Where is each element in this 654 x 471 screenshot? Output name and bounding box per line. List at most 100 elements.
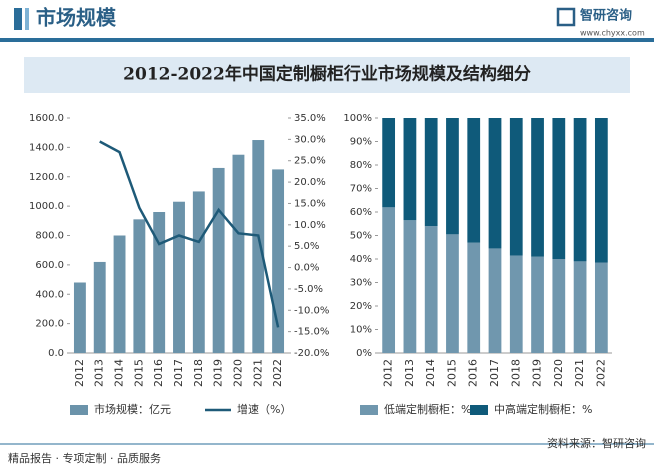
legend-label: 中高端定制橱柜：% — [494, 402, 592, 416]
x-tick-label: 2015 — [445, 359, 458, 387]
bar — [173, 201, 185, 353]
x-tick-label: 2020 — [552, 359, 565, 387]
y-tick-label: 10% — [350, 325, 372, 336]
bar-segment — [403, 118, 417, 221]
y2-tick-label: 10.0% — [294, 220, 326, 231]
y2-tick-label: 0.0% — [294, 263, 319, 274]
y-tick-label: 1000.0 — [29, 201, 64, 212]
bar-segment — [594, 262, 608, 353]
legend-label: 增速（%） — [237, 402, 291, 416]
y-tick-label: 90% — [350, 137, 372, 148]
y2-tick-label: 25.0% — [294, 156, 326, 167]
x-tick-label: 2014 — [113, 359, 126, 387]
y-tick-label: 600.0 — [35, 260, 64, 271]
y-tick-label: 70% — [350, 184, 372, 195]
y2-tick-label: -15.0% — [294, 327, 329, 338]
x-tick-label: 2020 — [231, 359, 244, 387]
bar-segment — [488, 118, 502, 249]
bar-segment — [467, 242, 481, 353]
y-tick-label: 100% — [343, 113, 372, 124]
bar — [73, 282, 86, 353]
bar-segment — [509, 118, 523, 256]
x-tick-label: 2017 — [488, 359, 501, 387]
y-tick-label: 20% — [350, 301, 372, 312]
footer-tagline: 精品报告 · 专项定制 · 品质服务 — [8, 451, 161, 465]
y-tick-label: 800.0 — [35, 231, 64, 242]
y-tick-label: 1200.0 — [29, 172, 64, 183]
y2-tick-label: 20.0% — [294, 177, 326, 188]
bar-segment — [424, 118, 438, 227]
y-tick-label: 30% — [350, 278, 372, 289]
bar — [252, 140, 265, 353]
x-tick-label: 2022 — [271, 359, 284, 387]
y2-tick-label: -10.0% — [294, 305, 329, 316]
bar-segment — [531, 256, 544, 353]
x-tick-label: 2013 — [403, 359, 416, 387]
bar-segment — [446, 234, 459, 353]
bar-segment — [382, 207, 396, 353]
footer-source: 资料来源：智研咨询 — [547, 436, 646, 450]
bar-segment — [509, 255, 523, 353]
legend-label: 市场规模：亿元 — [94, 402, 171, 416]
y-tick-label: 1600.0 — [29, 113, 64, 124]
bar-segment — [573, 118, 587, 262]
x-tick-label: 2019 — [531, 359, 544, 387]
bar-segment — [424, 226, 438, 353]
x-tick-label: 2018 — [192, 359, 205, 387]
bar-segment — [552, 118, 566, 259]
x-tick-label: 2012 — [73, 359, 86, 387]
x-tick-label: 2015 — [132, 359, 145, 387]
bar — [192, 191, 205, 353]
y-tick-label: 50% — [350, 231, 372, 242]
bar-segment — [382, 118, 396, 208]
bar-segment — [594, 118, 608, 263]
brand-url: www.chyxx.com — [580, 29, 645, 38]
x-tick-label: 2014 — [424, 359, 437, 387]
y-tick-label: 0.0 — [48, 348, 64, 359]
x-tick-label: 2016 — [467, 359, 480, 387]
x-tick-label: 2021 — [251, 359, 264, 387]
y-tick-label: 200.0 — [35, 319, 64, 330]
y2-tick-label: 15.0% — [294, 198, 326, 209]
x-tick-label: 2013 — [93, 359, 106, 387]
chart-title: 2012-2022年中国定制橱柜行业市场规模及结构细分 — [123, 64, 531, 85]
x-tick-label: 2017 — [172, 359, 185, 387]
bar — [153, 212, 166, 353]
x-tick-label: 2021 — [573, 359, 586, 387]
section-title: 市场规模 — [36, 6, 117, 30]
x-tick-label: 2012 — [382, 359, 395, 387]
bar — [113, 235, 126, 353]
bar-segment — [573, 261, 587, 353]
bar-segment — [467, 118, 481, 243]
x-tick-label: 2022 — [594, 359, 607, 387]
legend-swatch — [70, 405, 88, 415]
bar-segment — [552, 259, 566, 353]
growth-line — [99, 140, 280, 328]
header-accent — [14, 8, 22, 30]
y2-tick-label: 30.0% — [294, 134, 326, 145]
y2-tick-label: 35.0% — [294, 113, 326, 124]
x-tick-label: 2019 — [212, 359, 225, 387]
brand-name: 智研咨询 — [580, 8, 632, 24]
bar-segment — [403, 220, 417, 353]
y-tick-label: 0% — [356, 348, 372, 359]
bar — [232, 154, 245, 353]
bar-segment — [446, 118, 459, 235]
y-tick-label: 40% — [350, 254, 372, 265]
y-tick-label: 80% — [350, 160, 372, 171]
y2-tick-label: -5.0% — [294, 284, 323, 295]
bar — [212, 167, 225, 353]
y-tick-label: 400.0 — [35, 289, 64, 300]
brand-logo — [556, 7, 576, 27]
y2-tick-label: -20.0% — [294, 348, 329, 359]
y2-tick-label: 5.0% — [294, 241, 319, 252]
legend-swatch — [360, 405, 378, 415]
bar — [93, 261, 106, 353]
header-bar — [0, 38, 654, 42]
header-accent — [25, 8, 29, 30]
y-tick-label: 1400.0 — [29, 142, 64, 153]
legend-label: 低端定制橱柜：% — [384, 402, 471, 416]
legend-swatch — [470, 405, 488, 415]
title-box — [24, 57, 630, 93]
